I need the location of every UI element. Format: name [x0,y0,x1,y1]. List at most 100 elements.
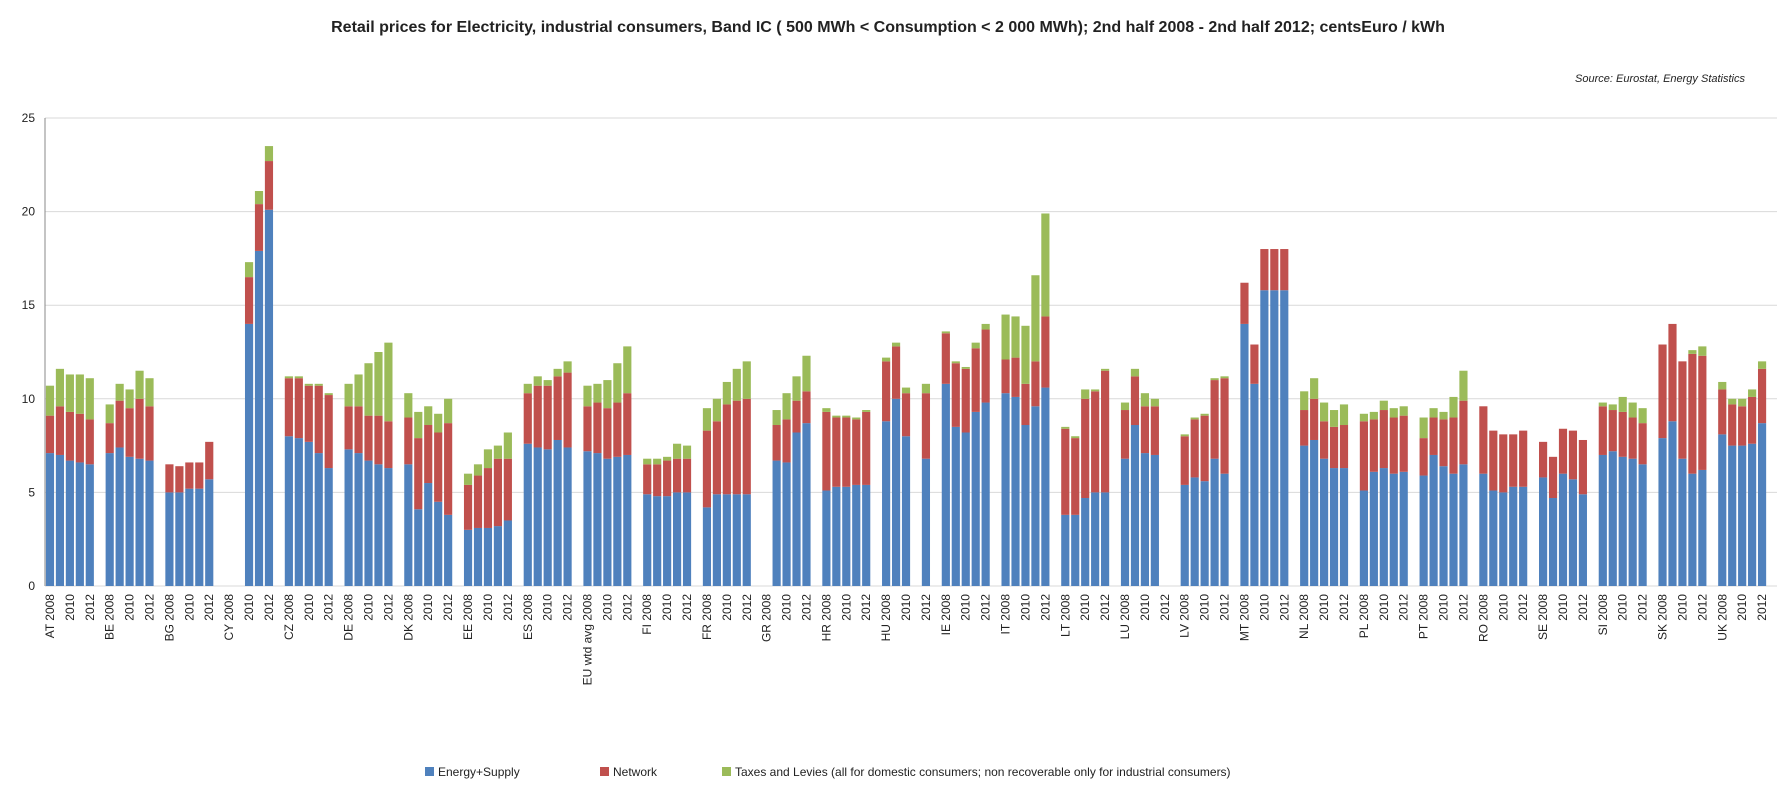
bar-segment [414,411,423,439]
x-tick-label: 2010 [600,594,614,621]
bar-segment [85,464,94,586]
bar-segment [663,456,672,461]
bar-segment [1071,514,1080,586]
bar-segment [543,385,552,450]
bar-segment [165,464,174,493]
x-tick-label: 2010 [1675,594,1689,621]
bar-segment [115,447,124,586]
bar-segment [951,363,960,427]
bar-segment [1757,361,1767,369]
x-tick-label: 2010 [1735,594,1749,621]
x-tick-label: UK 2008 [1715,594,1729,641]
bar-segment [603,380,612,409]
bar-segment [1210,458,1219,586]
bar-segment [553,439,562,586]
x-tick-label: SI 2008 [1596,594,1610,636]
bar-segment [45,453,55,586]
x-tick-label: 2012 [262,594,276,621]
bar-segment [1120,458,1130,586]
bar-segment [1250,383,1259,586]
bar-segment [1250,344,1259,384]
x-tick-label: 2010 [1198,594,1212,621]
bar-segment [1698,346,1707,356]
bar-segment [85,378,94,420]
bar-segment [354,374,363,407]
bar-segment [1489,490,1498,586]
bar-segment [1200,481,1209,586]
x-tick-label: 2012 [381,594,395,621]
bar-segment [1598,406,1607,455]
x-tick-label: 2012 [1397,594,1411,621]
bar-segment [473,464,483,476]
bar-segment [882,361,891,422]
x-tick-label: IE 2008 [939,594,953,636]
x-tick-label: EE 2008 [461,594,475,640]
bar-segment [414,438,423,510]
bar-segment [55,406,65,455]
bar-segment [742,361,751,399]
bar-segment [583,451,592,586]
bar-segment [244,323,254,586]
bar-segment [503,520,512,586]
bar-segment [1061,428,1070,515]
bar-segment [1329,410,1339,427]
bar-segment [702,507,712,586]
bar-segment [503,458,512,521]
bar-segment [314,385,323,454]
bar-segment [891,342,901,347]
bar-segment [1429,417,1438,455]
bar-segment [1439,411,1448,420]
x-tick-label: HR 2008 [819,594,833,642]
bar-segment [802,423,811,586]
bar-segment [901,387,911,394]
bar-segment [483,449,493,469]
bar-segment [1329,426,1339,469]
source-note: Source: Eurostat, Energy Statistics [1575,73,1745,85]
bar-segment [961,368,970,433]
bar-segment [1738,406,1747,446]
bar-segment [1757,423,1767,586]
bar-segment [593,383,602,403]
bar-segment [1618,411,1627,457]
x-tick-label: HU 2008 [879,594,893,642]
bar-segment [1718,389,1727,435]
bar-segment [523,443,532,586]
bar-segment [314,383,323,386]
bar-segment [563,372,572,448]
bar-segment [1389,473,1398,586]
bar-segment [722,404,731,495]
bar-segment [1608,410,1617,452]
bar-segment [1150,398,1159,407]
bar-segment [1628,458,1637,586]
bar-segment [1150,454,1159,586]
bar-segment [732,494,741,586]
x-tick-label: 2010 [242,594,256,621]
bar-segment [782,419,791,463]
bar-segment [304,383,313,386]
x-tick-label: LU 2008 [1118,594,1132,640]
bar-segment [463,473,473,485]
x-tick-label: LT 2008 [1058,594,1072,637]
bar-segment [1678,361,1687,459]
bar-segment [901,436,911,586]
bar-segment [1180,484,1189,586]
x-tick-label: 2010 [1138,594,1152,621]
x-tick-label: 2012 [501,594,515,621]
bar-segment [1379,468,1388,586]
bar-segment [553,368,562,377]
bar-segment [792,432,801,586]
bar-segment [344,383,353,407]
bar-segment [941,383,950,586]
x-tick-label: 2012 [83,594,97,621]
bar-segment [244,277,254,324]
x-tick-label: PT 2008 [1417,594,1431,639]
x-tick-label: 2012 [680,594,694,621]
bar-segment [493,526,502,586]
bar-segment [1220,378,1229,474]
bar-segment [55,454,65,586]
bar-segment [1190,477,1199,586]
bar-segment [473,475,483,528]
bar-segment [205,479,214,586]
bar-segment [971,342,980,349]
